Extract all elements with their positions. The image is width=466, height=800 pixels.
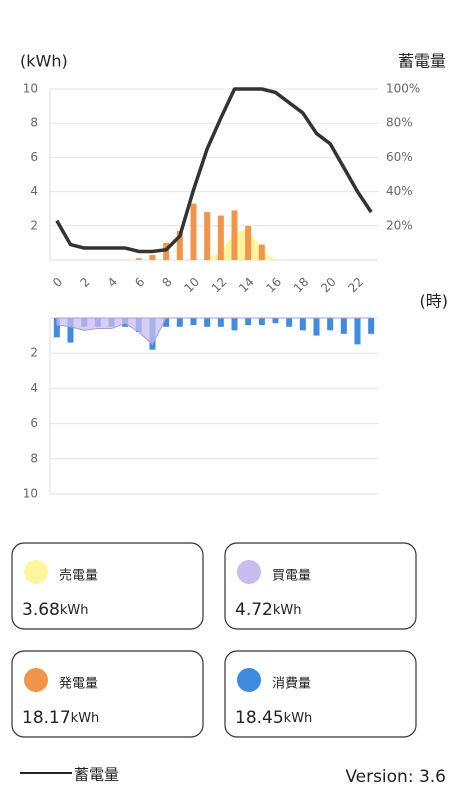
card-value: 3.68kWh <box>22 600 88 620</box>
y-tick-label: 2 <box>30 346 38 360</box>
card-value: 18.17kWh <box>22 708 99 728</box>
card-unit: kWh <box>273 603 302 618</box>
card-label: 発電量 <box>59 677 98 692</box>
line <box>55 87 373 254</box>
y-tick-label: 2 <box>30 218 38 232</box>
bar <box>149 254 156 260</box>
card-label: 売電量 <box>59 568 98 584</box>
y-tick-label: 4 <box>30 184 38 198</box>
card-number: 18.45 <box>235 708 284 728</box>
bar <box>204 212 211 260</box>
y2-tick-label: 100% <box>386 82 420 96</box>
bar <box>258 244 265 260</box>
y-tick-label: 10 <box>23 82 38 96</box>
x-axis-label: (時) <box>420 292 449 311</box>
card-value: 18.45kWh <box>235 708 312 728</box>
y-tick-label: 6 <box>30 150 38 164</box>
y2-tick-label: 80% <box>386 116 413 130</box>
card-label: 消費量 <box>272 677 311 692</box>
bar <box>204 318 211 327</box>
bar <box>231 318 238 331</box>
card-unit: kWh <box>71 711 100 726</box>
y2-tick-label: 20% <box>386 218 413 232</box>
bar <box>354 318 361 345</box>
area <box>56 317 372 346</box>
bar <box>299 318 306 331</box>
y-tick-label: 4 <box>30 381 38 395</box>
version: Version: 3.6 <box>345 767 446 787</box>
card: 買電量 4.72kWh <box>224 542 417 630</box>
bar <box>176 230 183 260</box>
bar <box>190 318 197 326</box>
y-tick-label: 10 <box>23 487 38 501</box>
card-unit: kWh <box>284 711 313 726</box>
legend-label: 蓄電量 <box>74 766 119 784</box>
card-number: 3.68 <box>22 600 60 620</box>
card: 消費量 18.45kWh <box>224 650 417 738</box>
bar <box>163 318 170 327</box>
bar <box>313 318 320 336</box>
y2-tick-label: 60% <box>386 150 413 164</box>
card-value: 4.72kWh <box>235 600 301 620</box>
card-label: 買電量 <box>272 569 311 584</box>
card-box <box>224 542 417 630</box>
card-box <box>11 650 204 738</box>
bar <box>327 318 334 331</box>
bar <box>340 318 347 334</box>
card-box <box>224 650 417 738</box>
y-tick-label: 6 <box>30 416 38 430</box>
y-axis-label: (kWh) <box>20 52 68 71</box>
y2-tick-label: 40% <box>386 184 413 198</box>
card: 売電量 3.68kWh <box>11 542 204 630</box>
bar <box>217 318 224 327</box>
y-tick-label: 8 <box>30 116 38 130</box>
bar <box>190 203 197 260</box>
card-number: 18.17 <box>22 708 71 728</box>
bar <box>286 318 293 327</box>
card-swatch <box>24 560 48 584</box>
bar <box>245 225 252 260</box>
bar <box>258 318 265 326</box>
card: 発電量 18.17kWh <box>11 650 204 738</box>
card-swatch <box>237 668 261 692</box>
card-number: 4.72 <box>235 600 273 620</box>
bar <box>245 318 252 326</box>
y2-axis-label: 蓄電量 <box>398 52 446 71</box>
bar <box>272 318 279 324</box>
card-box <box>11 542 204 630</box>
bar <box>217 215 224 260</box>
bar <box>176 318 183 327</box>
card-swatch <box>237 560 261 584</box>
bar <box>231 210 238 260</box>
bar <box>67 318 74 343</box>
y-tick-label: 8 <box>30 451 38 465</box>
bar <box>53 318 60 338</box>
card-unit: kWh <box>60 603 89 618</box>
bar <box>135 258 142 260</box>
card-swatch <box>24 668 48 692</box>
bar <box>368 318 375 334</box>
